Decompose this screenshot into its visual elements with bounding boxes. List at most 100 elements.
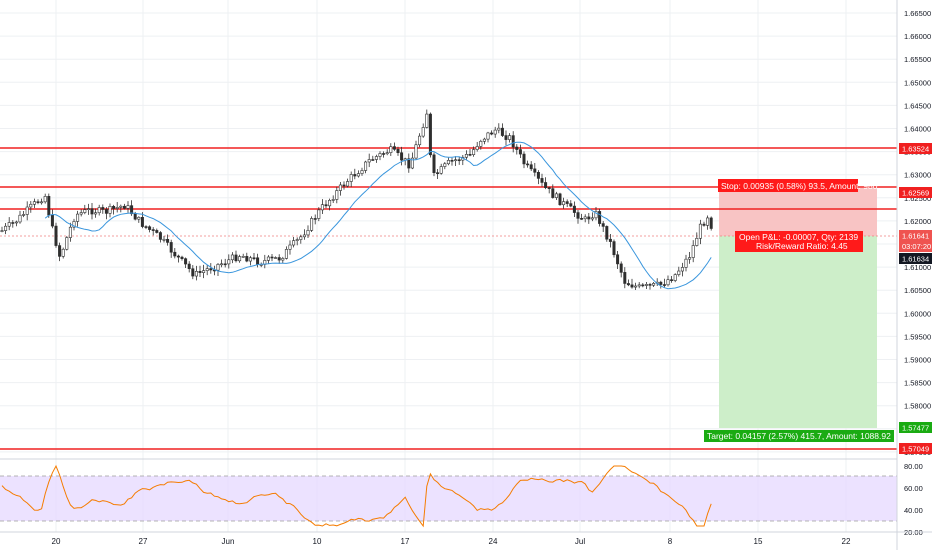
svg-text:03:07:20: 03:07:20	[902, 242, 931, 251]
candle	[392, 146, 396, 150]
candle	[317, 209, 321, 219]
candle	[115, 207, 119, 209]
candle	[245, 256, 249, 262]
target-label[interactable]: Target: 0.04157 (2.57%) 415.7, Amount: 1…	[704, 430, 894, 442]
rsi-axis-label: 60.00	[904, 484, 923, 493]
candle	[61, 248, 65, 257]
price-label: 1.65500	[904, 55, 931, 64]
candle	[652, 283, 656, 286]
candle	[335, 190, 339, 200]
tag-level-4: 1.57049	[899, 443, 932, 454]
candle	[464, 154, 468, 158]
candle	[101, 207, 105, 210]
candle	[18, 214, 22, 223]
price-label: 1.58500	[904, 379, 931, 388]
candle	[230, 254, 234, 261]
candlestick-series[interactable]	[0, 109, 713, 290]
candle	[670, 279, 674, 281]
candle	[79, 212, 83, 215]
candle	[151, 229, 155, 231]
candle	[119, 205, 123, 208]
candle	[104, 209, 108, 214]
candle	[385, 152, 389, 155]
stop-loss-zone[interactable]	[719, 188, 877, 236]
candle	[277, 257, 281, 261]
stop-label-text: Stop: 0.00935 (0.58%) 93.5, Amount: 980	[721, 181, 878, 191]
candle	[569, 203, 573, 207]
candle	[367, 159, 371, 163]
candle	[209, 268, 213, 271]
candle	[324, 204, 328, 207]
candle	[108, 206, 112, 214]
candle	[450, 160, 454, 162]
price-label: 1.62000	[904, 217, 931, 226]
candle	[558, 193, 562, 206]
pnl-label-text: Open P&L: -0.00007, Qty: 2139	[739, 232, 858, 242]
candle	[508, 135, 512, 140]
candle	[29, 203, 33, 208]
candle	[389, 146, 393, 153]
candle	[623, 272, 627, 284]
time-axis[interactable]: 20 27 Jun 10 17 24 Jul 8 15 22	[0, 531, 932, 546]
candle	[511, 135, 515, 148]
candle	[266, 256, 270, 261]
price-label: 1.65000	[904, 78, 931, 87]
candle	[702, 223, 706, 226]
candle	[94, 212, 98, 215]
candle	[439, 166, 443, 174]
candle	[680, 267, 684, 272]
target-label-text: Target: 0.04157 (2.57%) 415.7, Amount: 1…	[707, 431, 891, 441]
candle	[504, 135, 508, 140]
candle	[295, 239, 299, 241]
candle	[457, 159, 461, 162]
stop-label[interactable]: Stop: 0.00935 (0.58%) 93.5, Amount: 980	[718, 179, 878, 192]
candle	[500, 127, 504, 136]
svg-text:1.57049: 1.57049	[902, 445, 929, 454]
candle	[313, 218, 317, 220]
price-axis[interactable]: 1.66500 1.66000 1.65500 1.65000 1.64500 1.640…	[896, 0, 932, 550]
price-label: 1.64000	[904, 125, 931, 134]
candle	[421, 127, 425, 137]
candle	[126, 205, 130, 209]
pnl-label[interactable]: Open P&L: -0.00007, Qty: 2139 Risk/Rewar…	[735, 231, 863, 252]
candle	[162, 238, 166, 241]
candle	[4, 225, 8, 231]
candle	[169, 242, 173, 253]
candle	[40, 201, 44, 204]
candle	[637, 284, 641, 287]
candle	[32, 201, 36, 205]
time-label: 8	[668, 537, 673, 546]
candle	[587, 216, 591, 220]
candle	[205, 268, 209, 271]
candle	[594, 211, 598, 219]
price-label: 1.61000	[904, 263, 931, 272]
candle	[486, 132, 490, 140]
candle	[475, 146, 479, 150]
candle	[198, 271, 202, 273]
candle	[436, 172, 440, 174]
candle	[194, 271, 198, 277]
candle	[529, 164, 533, 170]
candle	[616, 254, 620, 265]
candle	[216, 264, 220, 271]
moving-average-line[interactable]	[44, 141, 712, 290]
candle	[472, 149, 476, 155]
take-profit-zone[interactable]	[719, 236, 877, 428]
candle	[536, 171, 540, 179]
candle	[428, 113, 432, 156]
candle	[644, 284, 648, 286]
candle	[522, 153, 526, 165]
rsi-line[interactable]	[1, 464, 712, 528]
time-label: 20	[52, 537, 61, 546]
candle	[281, 258, 285, 261]
candle	[155, 230, 159, 233]
time-label: 22	[842, 537, 851, 546]
candle	[252, 257, 256, 260]
price-label: 1.66000	[904, 32, 931, 41]
candle	[86, 208, 90, 210]
candle	[407, 158, 411, 169]
candle	[551, 188, 555, 198]
candle	[122, 205, 126, 209]
candle	[346, 181, 350, 187]
